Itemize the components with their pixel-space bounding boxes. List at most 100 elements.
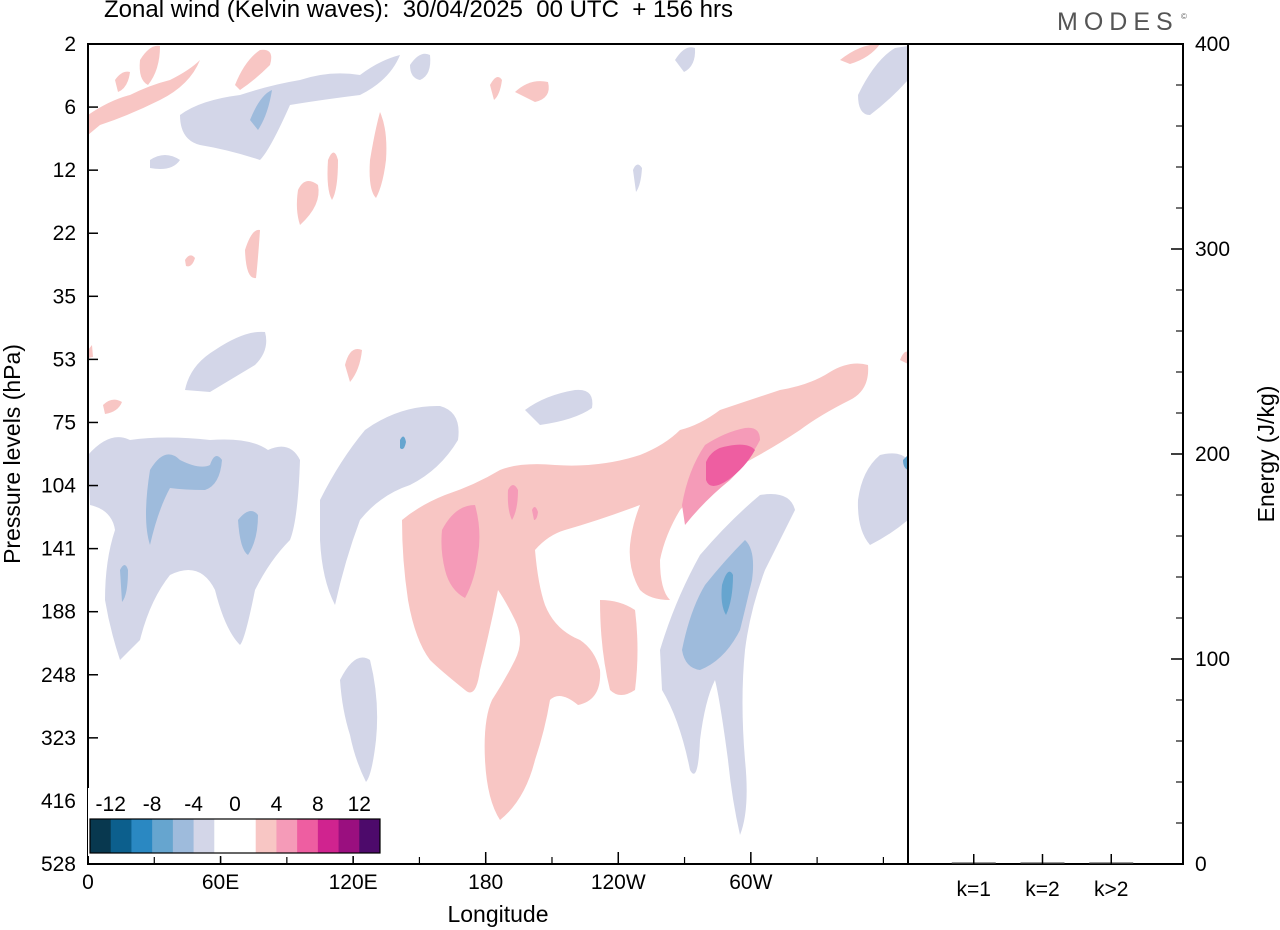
pos-contour-l1	[327, 152, 338, 200]
energy-tick-label: 0	[1195, 853, 1207, 876]
colorbar-swatch	[338, 819, 360, 853]
neg-contour-l2	[250, 90, 272, 130]
colorbar-frame	[89, 818, 381, 854]
neg-contour-l2	[120, 565, 128, 602]
pos-contour-l1	[345, 349, 362, 382]
pos-contour-l1	[402, 363, 869, 820]
colorbar-swatch	[110, 819, 132, 853]
colorbar-legend: -12 -8 -4 0 4 8 12	[88, 788, 384, 856]
neg-contour-l1	[88, 437, 300, 660]
pos-contour-l2	[441, 505, 480, 598]
colorbar-swatch	[297, 819, 319, 853]
neg-contour-l2	[146, 454, 222, 545]
colorbar-label: 0	[229, 793, 241, 816]
colorbar-swatch	[276, 819, 298, 853]
pos-contour-l1	[115, 71, 130, 92]
neg-contour-l3	[721, 571, 733, 615]
y-tick-label: 141	[41, 538, 76, 561]
pos-contour-l1	[88, 60, 200, 135]
y-tick-label: 248	[41, 664, 76, 687]
neg-contour-l1	[525, 389, 593, 425]
y-axis-title: Pressure levels (hPa)	[0, 344, 25, 564]
neg-contour-l2	[682, 540, 754, 670]
colorbar-swatch	[193, 819, 215, 853]
colorbar-label: -8	[143, 793, 162, 816]
colorbar-label: 12	[348, 793, 371, 816]
neg-contour-l1	[660, 494, 795, 835]
neg-contour-l3	[903, 455, 908, 470]
y-tick-label: 6	[64, 96, 76, 119]
y-tick-label: 2	[64, 33, 76, 56]
neg-contour-l3	[400, 436, 406, 450]
energy-tick-label: 200	[1195, 443, 1230, 466]
colorbar-swatch	[90, 819, 112, 853]
colorbar-label: -4	[184, 793, 203, 816]
neg-contour-l1	[185, 331, 267, 392]
colorbar-swatch	[359, 819, 381, 853]
energy-tick-label: 100	[1195, 648, 1230, 671]
colorbar-label: -12	[96, 793, 126, 816]
y-tick-label: 323	[41, 727, 76, 750]
energy-tick-label: 300	[1195, 238, 1230, 261]
y-tick-label: 75	[53, 411, 76, 434]
energy-axis-title: Energy (J/kg)	[1253, 386, 1279, 523]
pos-contour-l2	[507, 485, 518, 520]
y-tick-label: 35	[53, 285, 76, 308]
pos-contour-l1	[235, 49, 272, 90]
neg-contour-l1	[150, 155, 180, 169]
energy-bars: k=1 k=2 k>2	[951, 854, 1134, 901]
colorbar-swatch	[255, 819, 277, 853]
colorbar-swatch	[172, 819, 195, 853]
y-tick-label: 104	[41, 475, 76, 498]
neg-contour-l1	[675, 47, 696, 72]
energy-category-label: k=2	[1025, 878, 1059, 901]
neg-contour-l1	[340, 657, 378, 782]
x-tick-label: 60W	[729, 871, 772, 894]
neg-contour-l1	[633, 164, 642, 192]
colorbar-swatch	[235, 819, 257, 853]
pos-contour-l1	[245, 229, 260, 279]
x-tick-label: 120W	[591, 871, 646, 894]
colorbar-swatch	[152, 819, 174, 853]
colorbar-swatch	[131, 819, 153, 853]
contour-field	[88, 44, 908, 835]
pos-contour-l1	[296, 181, 319, 225]
longitude-axis: 0 60E 120E 180 120W 60W	[82, 852, 885, 894]
neg-contour-l1	[857, 453, 908, 545]
colorbar-label: 4	[271, 793, 283, 816]
y-tick-label: 22	[53, 222, 76, 245]
neg-contour-l1	[320, 405, 459, 605]
neg-contour-l1	[410, 53, 431, 80]
pos-contour-l2	[532, 506, 538, 520]
pos-contour-l1	[88, 345, 93, 358]
y-tick-label: 528	[41, 853, 76, 876]
pos-contour-l1	[840, 44, 880, 64]
y-tick-label: 53	[53, 348, 76, 371]
chart-title: Zonal wind (Kelvin waves): 30/04/2025 00…	[104, 0, 733, 23]
y-tick-label: 416	[41, 790, 76, 813]
neg-contour-l1	[858, 46, 908, 115]
x-axis-title: Longitude	[447, 901, 548, 927]
y-tick-label: 12	[53, 159, 76, 182]
pos-contour-l1	[900, 351, 908, 364]
energy-tick-label: 400	[1195, 33, 1230, 56]
x-tick-label: 180	[468, 871, 503, 894]
colorbar-swatch	[317, 819, 340, 853]
x-tick-label: 0	[82, 871, 94, 894]
pos-contour-l3	[706, 444, 755, 486]
pos-contour-l1	[515, 81, 549, 102]
pos-contour-l1	[139, 45, 160, 85]
neg-contour-l2	[238, 511, 258, 555]
x-tick-label: 120E	[329, 871, 378, 894]
pos-contour-l1	[369, 112, 387, 198]
energy-category-label: k=1	[957, 878, 991, 901]
colorbar-swatch	[214, 819, 236, 853]
neg-contour-l1	[180, 55, 400, 160]
energy-axis: 0 100 200 300 400	[1171, 33, 1230, 876]
pos-contour-l1	[600, 600, 638, 695]
brand-copyright-mark: ©	[1181, 12, 1187, 21]
x-tick-label: 60E	[202, 871, 239, 894]
pos-contour-l1	[185, 255, 195, 267]
colorbar-label: 8	[312, 793, 324, 816]
